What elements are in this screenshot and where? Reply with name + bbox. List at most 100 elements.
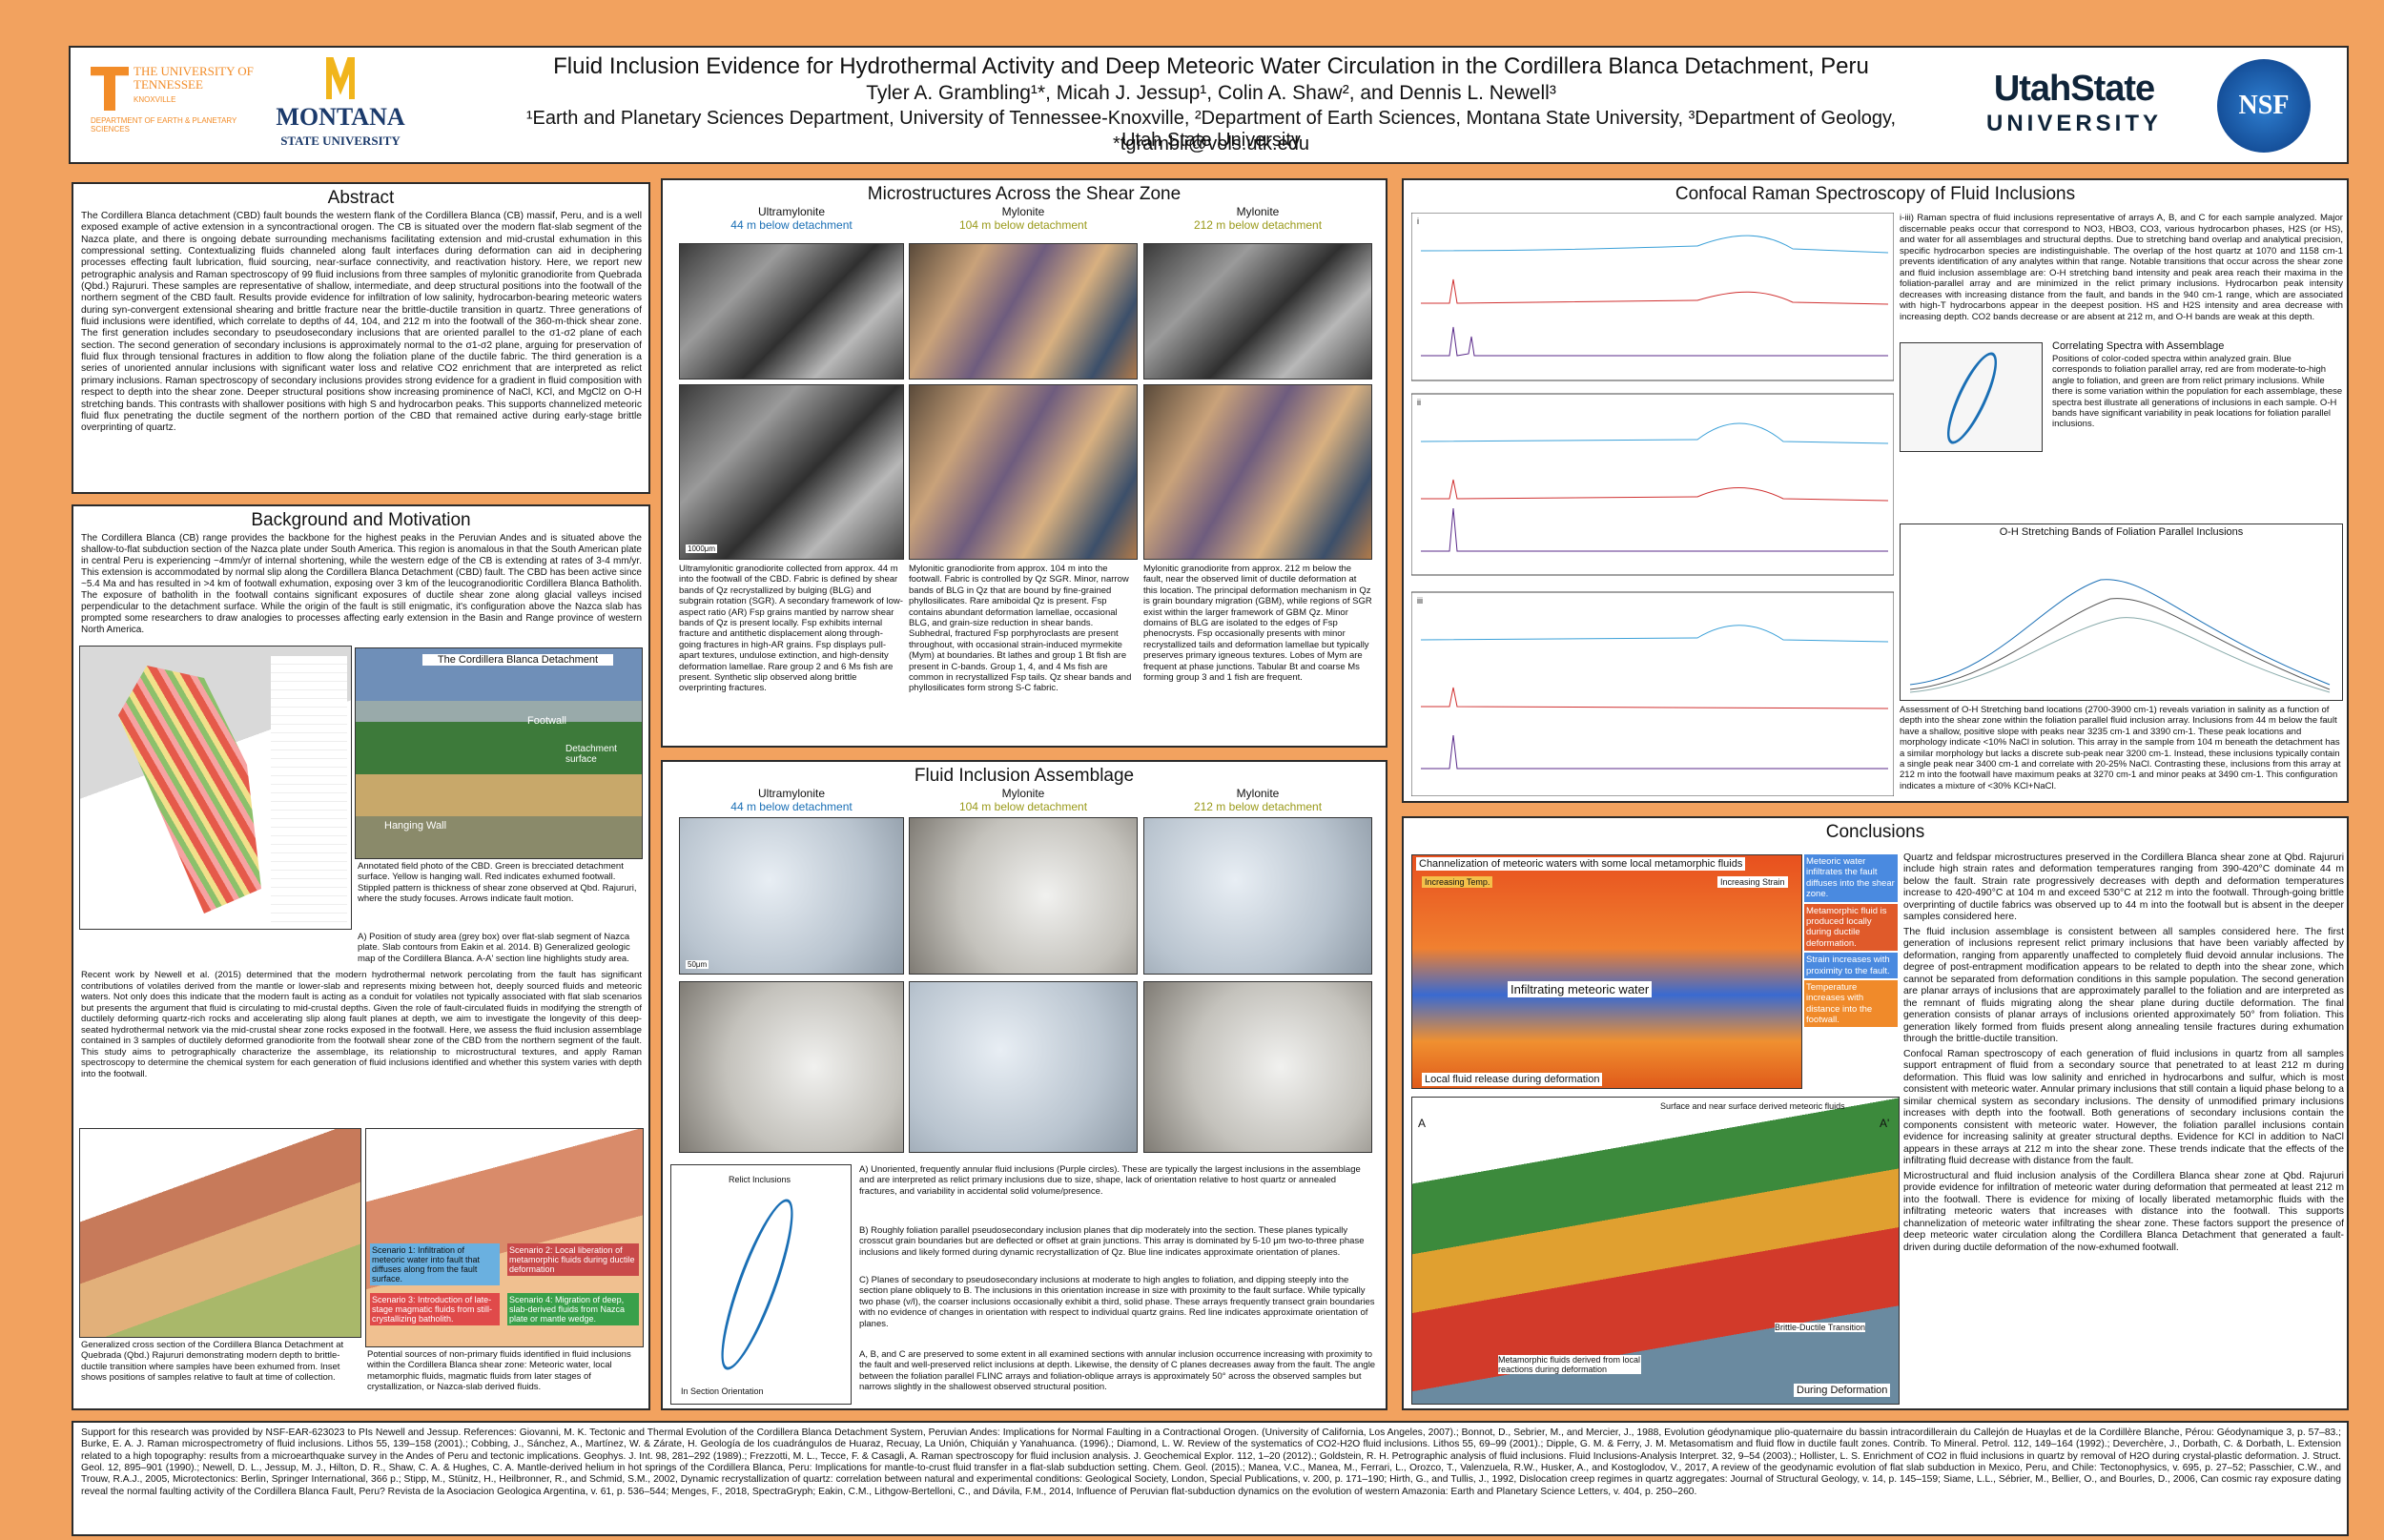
paragraph: Quartz and feldspar microstructures pres… [1903,852,2344,923]
ut-dept: DEPARTMENT OF EARTH & PLANETARY SCIENCES [91,116,237,133]
sample-depth: 44 m below detachment [730,800,853,813]
plane-sketch [708,1192,807,1377]
spectrum [1421,326,1888,357]
inclusion-schematic: Relict Inclusions In Section Orientation [670,1164,852,1405]
raman-spectra [1411,213,1894,796]
caption: Mylonitic granodiorite from approx. 104 … [909,564,1132,694]
heading: Conclusions [1825,822,1925,842]
sample-depth: 104 m below detachment [958,800,1088,813]
spectrum-panel [1411,213,1894,381]
grain-sketch [1900,342,2043,452]
panel-number: iii [1417,596,1423,606]
photo-label: Hanging Wall [384,820,447,832]
inclusion-photo [679,817,904,975]
caption: B) Roughly foliation parallel pseudoseco… [859,1225,1365,1258]
ut-city: KNOXVILLE [134,95,176,104]
diagram-label: During Deformation [1794,1384,1891,1397]
paragraph: Microstructural and fluid inclusion anal… [1903,1170,2344,1253]
diagram-label: A' [1880,1117,1890,1130]
spectrum [1420,235,1889,254]
spectrum [1421,734,1888,770]
scale-bar: 1000μm [686,544,718,553]
inclusion-photo [1143,981,1372,1153]
paragraph: Confocal Raman spectroscopy of each gene… [1903,1048,2344,1167]
legend-item: Meteoric water infiltrates the fault dif… [1804,854,1898,902]
scale-bar: 50μm [686,960,709,969]
caption: Generalized cross section of the Cordill… [81,1340,344,1384]
sample-label: Mylonite [1001,787,1045,800]
scenario: Scenario 4: Migration of deep, slab-deri… [507,1293,639,1325]
field-photo: The Cordillera Blanca Detachment Footwal… [355,647,643,859]
heading: Microstructures Across the Shear Zone [867,184,1182,204]
diagram-label: Surface and near surface derived meteori… [1660,1101,1845,1111]
caption: Ultramylonitic granodiorite collected fr… [679,564,903,694]
legend-item: Temperature increases with distance into… [1804,979,1898,1028]
sample-label: Mylonite [1001,205,1045,218]
frame [1411,591,1894,796]
usu-sub: UNIVERSITY [1985,111,2163,136]
inset-label: In Section Orientation [681,1386,764,1396]
paragraph: Recent work by Newell et al. (2015) dete… [81,970,642,1079]
scenario: Scenario 1: Infiltration of meteoric wat… [370,1243,500,1285]
photo-label: Footwall [527,715,566,727]
usu-name: UtahState [1993,69,2155,109]
sample-depth: 44 m below detachment [730,218,853,232]
sample-label: Mylonite [1236,205,1280,218]
spectrum [1421,507,1888,552]
sample-depth: 212 m below detachment [1193,218,1323,232]
diagram-label: A [1418,1117,1427,1130]
spectrum-panel [1411,393,1894,576]
paragraph: The fluid inclusion assemblage is consis… [1903,926,2344,1045]
spectrum [1420,625,1889,643]
msu-sub: STATE UNIVERSITY [280,133,401,148]
scenario-figure: Scenario 1: Infiltration of meteoric wat… [365,1128,644,1347]
spectrum-panel [1411,591,1894,796]
abstract-text: The Cordillera Blanca detachment (CBD) f… [81,211,642,434]
cross-section-diagram: Surface and near surface derived meteori… [1411,1097,1900,1405]
frame [1411,213,1894,381]
scenario: Scenario 3: Introduction of late-stage m… [370,1293,500,1325]
abstract-panel: Abstract The Cordillera Blanca detachmen… [72,182,650,494]
photo-title: The Cordillera Blanca Detachment [422,654,613,666]
diagram-title: Channelization of meteoric waters with s… [1416,857,1746,871]
conclusions-panel: Conclusions Channelization of meteoric w… [1402,816,2349,1410]
legend-item: Strain increases with proximity to the f… [1804,953,1898,978]
raman-text: i-iii) Raman spectra of fluid inclusions… [1900,213,2343,322]
micrograph [1143,243,1372,380]
legend-item: Metamorphic fluid is produced locally du… [1804,903,1898,952]
micrograph [679,243,904,380]
diagram-label: Increasing Strain [1717,876,1788,888]
microstructures-panel: Microstructures Across the Shear Zone Ul… [661,178,1387,748]
map-units [118,666,261,914]
title: Fluid Inclusion Evidence for Hydrotherma… [553,53,1869,79]
sample-depth: 212 m below detachment [1193,800,1323,813]
sample-label: Ultramylonite [757,787,826,800]
spectrum [1421,687,1889,709]
inclusion-photo [1143,817,1372,975]
affiliations: ¹Earth and Planetary Sciences Department… [525,108,1897,151]
cross-section [79,1128,361,1338]
authors: Tyler A. Grambling¹*, Micah J. Jessup¹, … [866,82,1556,104]
channel-diagram: Channelization of meteoric waters with s… [1411,854,1802,1089]
spectrum [1421,278,1889,305]
panel-number: ii [1417,398,1421,407]
caption: Assessment of O-H Stretching band locati… [1900,705,2341,791]
plane-sketch [1938,346,2006,450]
header [69,46,2349,164]
micrograph [909,243,1138,380]
sample-label: Ultramylonite [757,205,826,218]
email: *tgrambli@vols.utk.edu [1113,133,1309,154]
caption: Potential sources of non-primary fluids … [367,1349,631,1393]
diagram-label: Local fluid release during deformation [1422,1073,1603,1086]
caption: Mylonitic granodiorite from approx. 212 … [1143,564,1372,683]
spectrum [1420,422,1889,444]
inclusion-photo [679,981,904,1153]
heading: Background and Motivation [251,510,471,530]
diagram-label: Infiltrating meteoric water [1508,981,1653,997]
chart-title: O-H Stretching Bands of Foliation Parall… [1999,526,2244,538]
oh-chart: O-H Stretching Bands of Foliation Parall… [1900,524,2343,701]
caption: C) Planes of secondary to pseudosecondar… [859,1275,1375,1329]
caption: A) Position of study area (grey box) ove… [358,932,630,964]
heading: Fluid Inclusion Assemblage [914,766,1135,786]
